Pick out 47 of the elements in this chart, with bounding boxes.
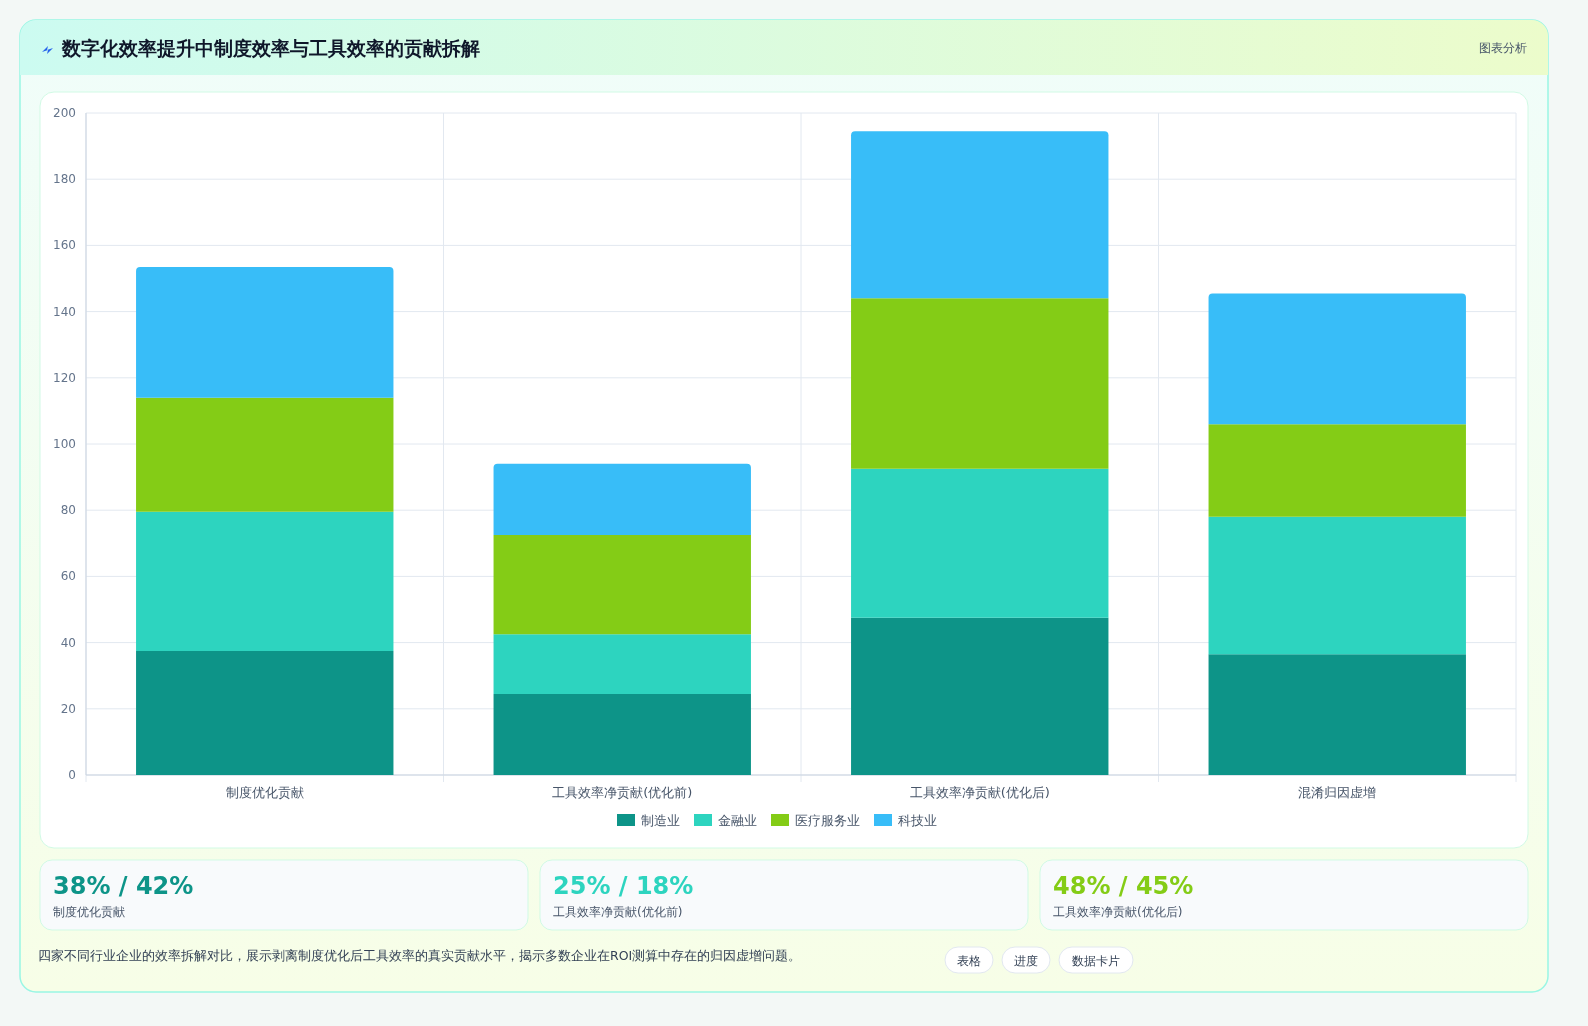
legend-label: 制造业 (641, 813, 680, 828)
bar (851, 468, 1109, 618)
text: 图表分析 (1479, 41, 1527, 55)
legend-label: 科技业 (898, 813, 937, 828)
text: 工具效率净贡献(优化前) (553, 905, 683, 919)
chart-title: 数字化效率提升中制度效率与工具效率的贡献拆解 (61, 37, 480, 59)
y-tick-label: 120 (53, 370, 76, 385)
text: 25% / 18% (553, 872, 694, 900)
x-tick-label: 工具效率净贡献(优化后) (909, 785, 1050, 800)
x-tick-label: 制度优化贡献 (225, 785, 304, 800)
y-tick-label: 100 (53, 437, 76, 451)
bar (493, 463, 751, 536)
y-tick-label: 60 (60, 569, 76, 584)
text: 数据卡片 (1072, 954, 1120, 968)
x-tick-label: 工具效率净贡献(优化前) (552, 785, 693, 800)
bar (851, 298, 1109, 469)
legend-label: 金融业 (718, 813, 757, 828)
x-tick-label: 混淆归因虚增 (1298, 785, 1377, 800)
bar (493, 535, 751, 635)
text: 表格 (957, 954, 981, 968)
y-tick-label: 80 (60, 503, 76, 518)
bar (1208, 654, 1466, 775)
bar (851, 131, 1109, 299)
bar (493, 634, 751, 694)
bar (136, 266, 394, 398)
text: 38% / 42% (53, 872, 194, 900)
y-tick-label: 40 (60, 635, 76, 650)
y-tick-label: 0 (68, 768, 76, 782)
y-tick-label: 200 (53, 106, 76, 120)
text: 工具效率净贡献(优化后) (1053, 905, 1183, 919)
y-tick-label: 20 (60, 701, 76, 716)
bar (851, 617, 1109, 775)
bar (1208, 424, 1466, 517)
bar (136, 511, 394, 651)
y-tick-label: 180 (53, 172, 76, 187)
bar (493, 693, 751, 775)
text: 进度 (1014, 954, 1038, 968)
bar (136, 650, 394, 775)
text: 48% / 45% (1053, 872, 1194, 900)
bar (1208, 516, 1466, 655)
text: 制度优化贡献 (53, 905, 125, 919)
bar (136, 397, 394, 512)
y-tick-label: 140 (53, 304, 76, 319)
legend-label: 医疗服务业 (795, 813, 860, 828)
text: 四家不同行业企业的效率拆解对比，展示剥离制度优化后工具效率的真实贡献水平，揭示多数企业在ROI测算中存在的归因虚增问题。 (38, 948, 802, 963)
bar (1208, 293, 1466, 425)
y-tick-label: 160 (53, 238, 76, 253)
